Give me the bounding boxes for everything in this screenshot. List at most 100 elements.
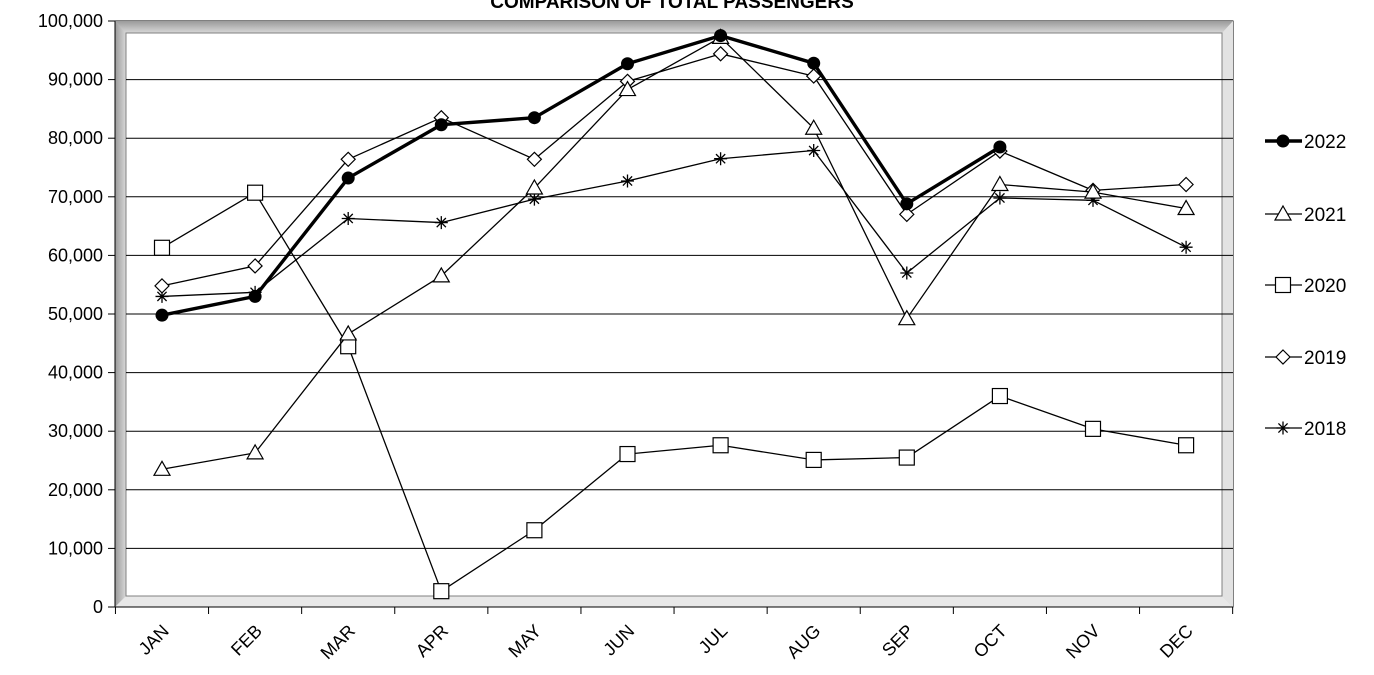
data-point (1084, 420, 1102, 437)
x-tick-label: SEP (878, 621, 918, 661)
data-point (807, 144, 821, 158)
data-point (619, 445, 636, 463)
data-point (1179, 240, 1193, 254)
x-tick-label: APR (412, 621, 452, 661)
chart-title: COMPARISON OF TOTAL PASSENGERS (490, 0, 854, 13)
series-line-2018 (161, 149, 1187, 298)
x-tick-label: DEC (1156, 621, 1197, 662)
legend-item-2022: 2022 (1265, 132, 1346, 153)
x-tick-label: JUL (695, 621, 732, 658)
legend-item-2019: 2019 (1265, 348, 1346, 369)
data-point (248, 289, 262, 303)
data-point (990, 175, 1009, 192)
data-point (621, 174, 634, 188)
series-line-2022 (161, 33, 1001, 317)
x-axis: JAN FEB MAR APR MAY JUN JUL AUG SEP OCT NOV DEC (114, 606, 1234, 663)
legend-item-2018: 2018 (1265, 419, 1346, 440)
legend-marker (1275, 349, 1291, 365)
data-point (341, 211, 355, 225)
data-point (1083, 182, 1103, 199)
y-tick-label: 80,000 (48, 128, 103, 148)
data-point (621, 57, 634, 71)
y-tick-label: 90,000 (48, 70, 103, 90)
legend-label: 2022 (1304, 132, 1346, 153)
data-point (805, 451, 822, 469)
data-point (807, 56, 821, 70)
data-point (714, 29, 728, 43)
x-tick-label: NOV (1062, 621, 1104, 663)
series-2022 (155, 29, 1007, 322)
data-point (154, 278, 170, 294)
data-point (153, 239, 171, 256)
y-tick-label: 0 (93, 597, 103, 617)
data-point (1086, 193, 1100, 207)
data-point (341, 171, 355, 185)
series-layer (152, 28, 1196, 600)
data-point (155, 308, 169, 322)
data-point (714, 152, 728, 166)
y-tick-label: 10,000 (48, 538, 103, 558)
x-tick-label: FEB (227, 621, 266, 660)
data-point (991, 387, 1009, 405)
legend-marker (1276, 134, 1290, 148)
y-axis: 0 10,000 20,000 30,000 40,000 50,000 60,000 70,… (38, 11, 116, 617)
data-point (434, 216, 448, 230)
data-point (900, 266, 914, 280)
legend-label: 2019 (1304, 348, 1346, 369)
data-point (898, 449, 915, 466)
data-point (527, 192, 541, 206)
legend-marker (1274, 276, 1292, 294)
data-point (152, 460, 172, 476)
y-tick-label: 100,000 (38, 11, 103, 31)
data-point (1178, 176, 1194, 193)
legend-marker (1273, 204, 1293, 221)
x-tick-label: JUN (599, 621, 638, 660)
data-point (247, 184, 264, 201)
series-line-2020 (161, 192, 1187, 592)
data-point (805, 68, 822, 84)
legend-label: 2021 (1304, 205, 1346, 226)
data-point (526, 151, 543, 168)
x-tick-label: JAN (135, 621, 173, 659)
data-point (898, 206, 915, 223)
legend-label: 2018 (1304, 419, 1346, 440)
legend-item-2021: 2021 (1265, 204, 1346, 226)
legend-item-2020: 2020 (1265, 276, 1346, 297)
series-line-2019 (161, 53, 1187, 287)
data-point (1177, 437, 1195, 454)
data-point (804, 119, 823, 135)
data-point (246, 443, 265, 460)
data-point (527, 111, 541, 125)
series-line-2021 (161, 36, 1187, 470)
data-point (525, 178, 544, 195)
x-tick-label: AUG (783, 621, 825, 663)
data-point (993, 140, 1007, 154)
x-tick-label: OCT (970, 621, 1011, 662)
data-point (712, 45, 729, 62)
data-point (618, 80, 637, 97)
data-point (155, 289, 169, 303)
series-2020 (153, 184, 1195, 600)
data-point (433, 583, 450, 600)
data-point (712, 437, 729, 454)
legend-label: 2020 (1304, 276, 1346, 297)
data-point (900, 197, 914, 211)
series-2021 (152, 28, 1196, 476)
y-tick-label: 60,000 (48, 245, 103, 265)
legend: 2022 2021 2020 2019 2018 (1265, 132, 1346, 440)
data-point (339, 324, 358, 341)
data-point (1177, 199, 1196, 216)
data-point (247, 258, 263, 274)
data-point (897, 309, 916, 326)
y-tick-label: 70,000 (48, 187, 103, 207)
data-point (434, 118, 448, 132)
x-tick-label: MAR (317, 621, 359, 663)
y-tick-label: 30,000 (48, 421, 103, 441)
data-point (340, 151, 357, 168)
x-tick-label: MAY (504, 621, 545, 662)
y-tick-label: 40,000 (48, 363, 103, 383)
y-tick-label: 50,000 (48, 304, 103, 324)
legend-marker (1276, 421, 1290, 435)
y-tick-label: 20,000 (48, 480, 103, 500)
